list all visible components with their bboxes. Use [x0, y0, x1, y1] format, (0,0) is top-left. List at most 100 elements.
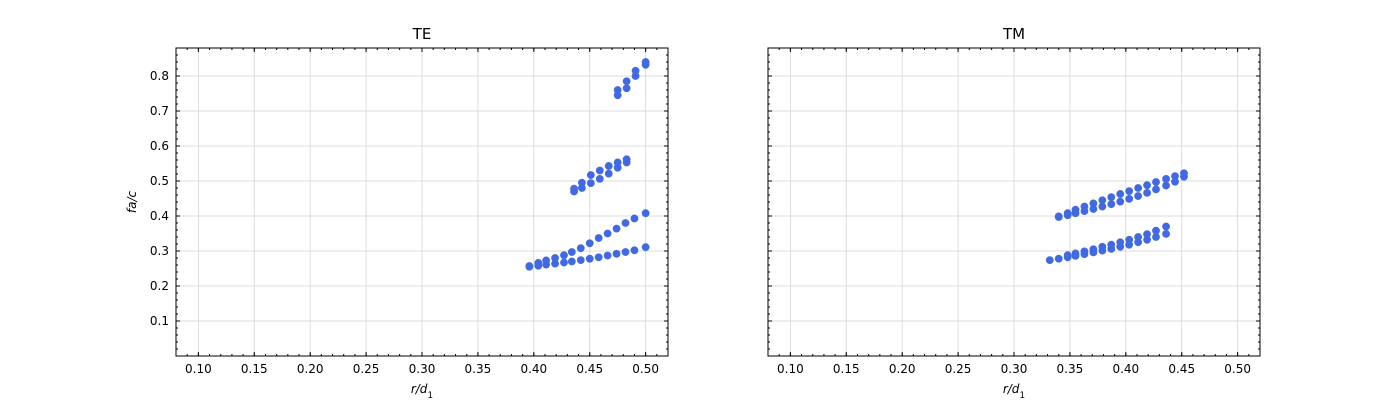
data-point — [1125, 194, 1134, 203]
data-point — [641, 243, 650, 252]
data-point — [631, 66, 640, 75]
x-axis-label: r/d1 — [1003, 382, 1025, 400]
data-point — [1054, 212, 1063, 221]
data-point — [1089, 245, 1098, 254]
chart-title-te: TE — [412, 25, 432, 43]
x-tick-label: 0.30 — [409, 362, 436, 376]
data-point — [1134, 192, 1143, 200]
data-point — [1162, 174, 1170, 183]
data-point — [621, 219, 630, 227]
data-point — [612, 224, 621, 233]
x-tick-label: 0.40 — [1112, 362, 1139, 376]
y-tick-label: 0.3 — [150, 244, 169, 258]
data-point — [1116, 190, 1125, 198]
x-tick-label: 0.50 — [1224, 362, 1251, 376]
x-tick-label: 0.25 — [353, 362, 380, 376]
data-point — [1134, 233, 1143, 241]
data-point — [1098, 242, 1107, 251]
data-point — [1116, 238, 1125, 247]
data-point — [1080, 247, 1089, 256]
data-point — [1180, 169, 1188, 178]
chart-tm: 0.10 0.15 0.20 0.25 0.30 0.35 0.40 0.45 0.50 TM r/… — [767, 25, 1261, 400]
data-point — [1143, 188, 1151, 197]
data-point — [604, 162, 613, 170]
data-point — [1143, 181, 1151, 190]
data-point — [1143, 230, 1151, 239]
data-point — [567, 257, 576, 266]
data-point — [1116, 197, 1125, 206]
data-point — [1071, 205, 1080, 214]
data-point — [1107, 193, 1116, 201]
data-point — [576, 244, 585, 253]
data-point — [603, 229, 612, 238]
data-point — [586, 171, 595, 179]
data-point — [595, 174, 604, 183]
x-tick-label: 0.25 — [945, 362, 972, 376]
y-tick-label: 0.7 — [150, 104, 169, 118]
y-tick-label: 0.4 — [150, 209, 169, 223]
x-tick-label: 0.35 — [1057, 362, 1084, 376]
data-point — [1063, 209, 1072, 218]
data-point — [594, 234, 603, 242]
data-point — [1171, 172, 1179, 180]
y-axis-label: fa/c — [125, 190, 139, 213]
data-point — [1125, 187, 1134, 196]
data-point — [612, 249, 621, 258]
data-point — [621, 248, 630, 256]
x-tick-label: 0.10 — [777, 362, 804, 376]
data-point — [613, 158, 622, 167]
data-point — [585, 254, 594, 263]
data-point — [1054, 254, 1063, 263]
x-tick-label: 0.20 — [297, 362, 324, 376]
data-point — [1063, 251, 1072, 260]
data-point — [551, 254, 559, 262]
y-tick-label: 0.2 — [150, 279, 169, 293]
data-point — [641, 58, 650, 66]
data-point — [1071, 249, 1080, 258]
data-point — [534, 258, 543, 267]
x-tick-label: 0.30 — [1001, 362, 1028, 376]
data-point — [1152, 226, 1160, 235]
y-tick-label: 0.1 — [150, 314, 169, 328]
data-point — [1080, 202, 1089, 211]
data-point — [1089, 199, 1098, 208]
x-tick-label: 0.10 — [185, 362, 212, 376]
chart-te: 0.10 0.15 0.20 0.25 0.30 0.35 0.40 0.45 0.50 0.1 0… — [125, 25, 669, 400]
data-point — [1134, 184, 1143, 192]
data-point — [594, 253, 603, 262]
x-tick-label: 0.45 — [576, 362, 603, 376]
data-point — [603, 251, 612, 260]
data-point — [1107, 240, 1116, 249]
data-point — [576, 256, 585, 264]
data-point — [586, 179, 595, 187]
data-point — [585, 239, 594, 248]
data-point — [595, 166, 604, 175]
data-point — [1045, 256, 1054, 264]
data-point — [604, 169, 613, 178]
data-point — [560, 251, 568, 260]
y-tick-label: 0.6 — [150, 139, 169, 153]
data-point — [630, 246, 639, 255]
data-point — [1107, 200, 1116, 208]
x-tick-label: 0.15 — [833, 362, 860, 376]
data-point — [1162, 222, 1170, 231]
chart-title-tm: TM — [1002, 25, 1025, 43]
x-tick-label: 0.15 — [241, 362, 268, 376]
x-axis-label: r/d1 — [411, 382, 433, 400]
y-tick-label: 0.5 — [150, 174, 169, 188]
data-point — [622, 77, 631, 86]
data-point — [560, 258, 568, 267]
data-point — [578, 178, 586, 187]
data-point — [630, 214, 639, 223]
x-tick-label: 0.40 — [520, 362, 547, 376]
data-point — [1162, 229, 1170, 238]
plot-frame — [175, 47, 669, 357]
y-tick-label: 0.8 — [150, 69, 169, 83]
data-point — [1152, 185, 1160, 194]
data-point — [622, 155, 631, 164]
data-point — [641, 209, 650, 218]
data-point — [622, 84, 631, 93]
x-tick-label: 0.35 — [465, 362, 492, 376]
data-point — [613, 86, 622, 94]
